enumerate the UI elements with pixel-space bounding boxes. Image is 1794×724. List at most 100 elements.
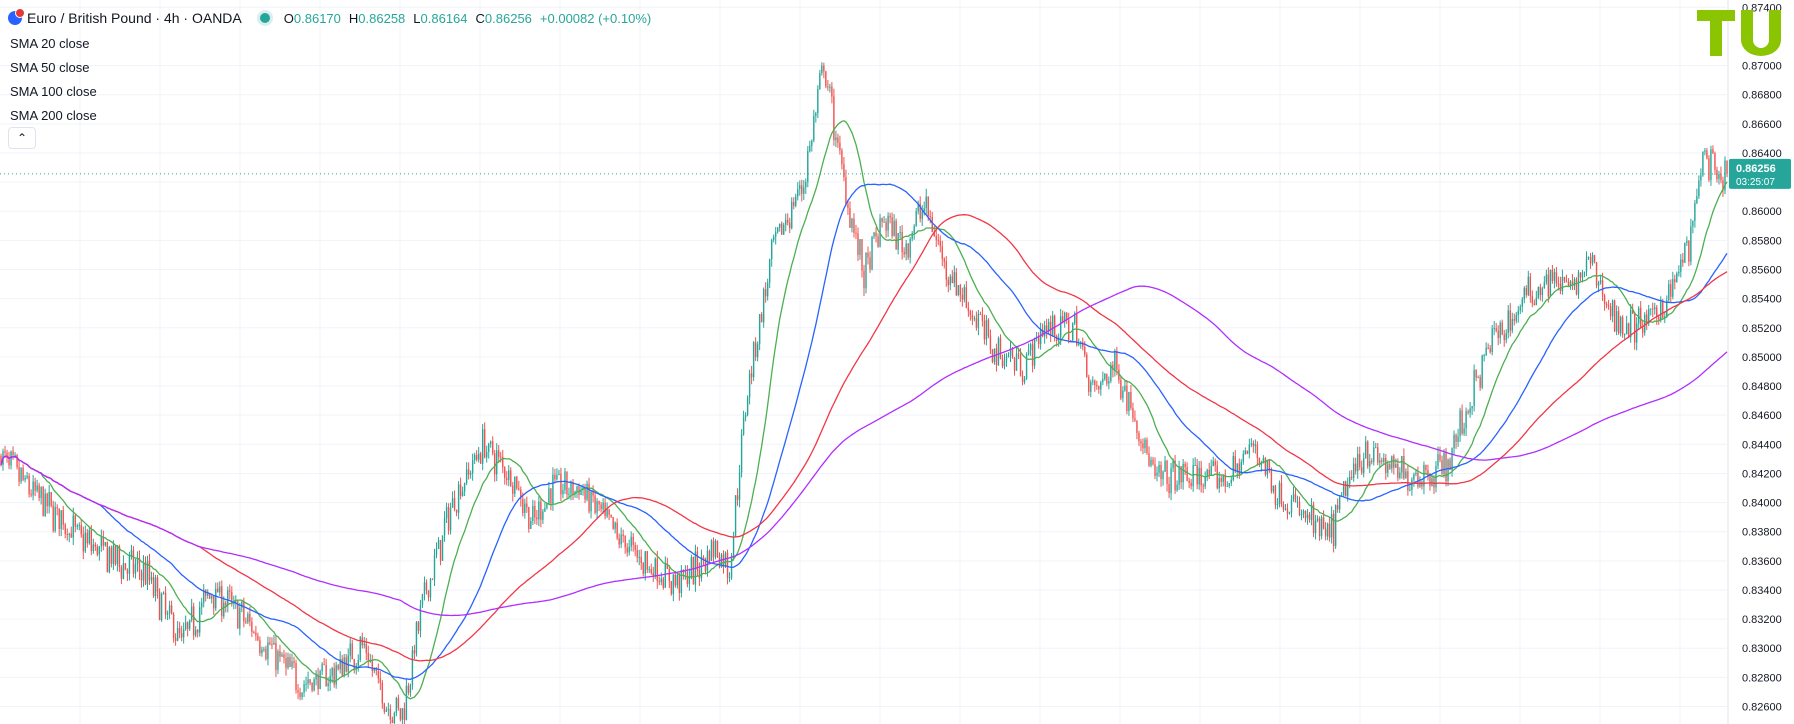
candle-body xyxy=(371,660,373,671)
legend-sma100[interactable]: SMA 100 close xyxy=(10,84,97,99)
candle-body xyxy=(614,522,616,529)
candle-body xyxy=(1441,460,1443,474)
candle-body xyxy=(1722,180,1724,191)
candle-body xyxy=(1202,485,1204,487)
candle-body xyxy=(138,557,141,573)
candle-body xyxy=(959,285,962,296)
candle-body xyxy=(1680,259,1682,272)
y-tick-label: 0.85000 xyxy=(1742,352,1782,364)
candle-body xyxy=(1096,385,1098,387)
candle-body xyxy=(1635,323,1638,343)
candle-body xyxy=(259,640,261,654)
candle-body xyxy=(670,581,673,595)
candle-body xyxy=(536,517,538,520)
candle-body xyxy=(319,671,321,689)
candle-body xyxy=(1682,259,1684,263)
candle-body xyxy=(1162,471,1164,480)
candle-body xyxy=(1609,306,1612,317)
candle-body xyxy=(909,238,911,258)
candle-body xyxy=(634,544,636,550)
candle-body xyxy=(811,140,813,146)
candle-body xyxy=(570,482,572,494)
candle-body xyxy=(656,558,658,582)
candle-body xyxy=(1674,279,1676,283)
candle-body xyxy=(1477,377,1479,379)
candle-body xyxy=(1226,485,1228,487)
candle-body xyxy=(492,441,494,454)
candle-body xyxy=(1569,281,1572,286)
candle-body xyxy=(889,215,891,218)
candle-body xyxy=(1489,348,1491,353)
candle-body xyxy=(62,510,64,525)
candle-body xyxy=(1144,439,1146,449)
candle-body xyxy=(588,483,590,512)
candle-body xyxy=(1248,444,1251,454)
candle-body xyxy=(1461,410,1463,434)
candle-body xyxy=(4,451,6,453)
candle-body xyxy=(851,218,853,228)
y-tick-label: 0.83200 xyxy=(1742,614,1782,626)
legend-sma200[interactable]: SMA 200 close xyxy=(10,108,97,123)
candle-body xyxy=(516,476,518,489)
candle-body xyxy=(158,591,161,621)
candle-body xyxy=(1240,461,1243,475)
candle-body xyxy=(1511,319,1513,331)
candle-body xyxy=(457,484,460,513)
candle-body xyxy=(174,638,177,641)
candle-body xyxy=(624,535,626,548)
candle-body xyxy=(1712,149,1714,154)
candle-body xyxy=(1561,276,1564,292)
candle-body xyxy=(1371,460,1373,462)
change-value: +0.00082 (+0.10%) xyxy=(539,10,652,26)
candle-body xyxy=(1088,376,1090,392)
candle-body xyxy=(1439,454,1441,461)
candle-body xyxy=(321,664,323,672)
candle-body xyxy=(235,601,237,603)
candle-body xyxy=(397,698,400,709)
candle-body xyxy=(1656,307,1658,318)
candle-body xyxy=(1565,280,1568,282)
candle-body xyxy=(1342,481,1345,496)
candle-body xyxy=(104,542,107,546)
candle-body xyxy=(427,590,430,598)
candle-body xyxy=(494,453,496,475)
candle-body xyxy=(1365,441,1367,459)
candle-body xyxy=(1503,334,1505,341)
candle-body xyxy=(1629,310,1632,338)
candle-body xyxy=(1256,444,1259,458)
collapse-legend-button[interactable]: ⌃ xyxy=(8,127,36,149)
candle-body xyxy=(927,196,929,216)
candle-body xyxy=(576,486,578,492)
candle-body xyxy=(203,589,205,603)
candle-body xyxy=(419,605,422,631)
candle-body xyxy=(1724,160,1726,191)
legend-sma50[interactable]: SMA 50 close xyxy=(10,60,90,75)
candle-body xyxy=(1710,149,1712,181)
y-tick-label: 0.84400 xyxy=(1742,439,1782,451)
candle-body xyxy=(646,551,648,570)
candle-body xyxy=(508,470,510,480)
legend-sma20[interactable]: SMA 20 close xyxy=(10,36,90,51)
candle-body xyxy=(791,201,793,229)
candle-body xyxy=(48,492,50,507)
candle-body xyxy=(357,659,359,666)
candle-body xyxy=(160,593,163,621)
candle-body xyxy=(1605,304,1608,306)
candle-body xyxy=(154,577,157,597)
symbol-title[interactable]: Euro / British Pound · 4h · OANDA xyxy=(27,10,242,26)
candle-body xyxy=(429,579,432,598)
candle-body xyxy=(116,546,119,565)
candle-body xyxy=(1102,379,1104,383)
y-tick-label: 0.83800 xyxy=(1742,527,1782,539)
candle-body xyxy=(1499,322,1501,338)
candle-body xyxy=(532,505,534,521)
candle-body xyxy=(86,532,89,544)
candle-body xyxy=(229,590,231,592)
candle-body xyxy=(1124,385,1126,391)
candle-body xyxy=(1146,439,1148,454)
candle-body xyxy=(1154,464,1156,476)
candle-body xyxy=(823,65,825,72)
candle-body xyxy=(718,557,721,568)
candle-body xyxy=(1280,482,1283,505)
